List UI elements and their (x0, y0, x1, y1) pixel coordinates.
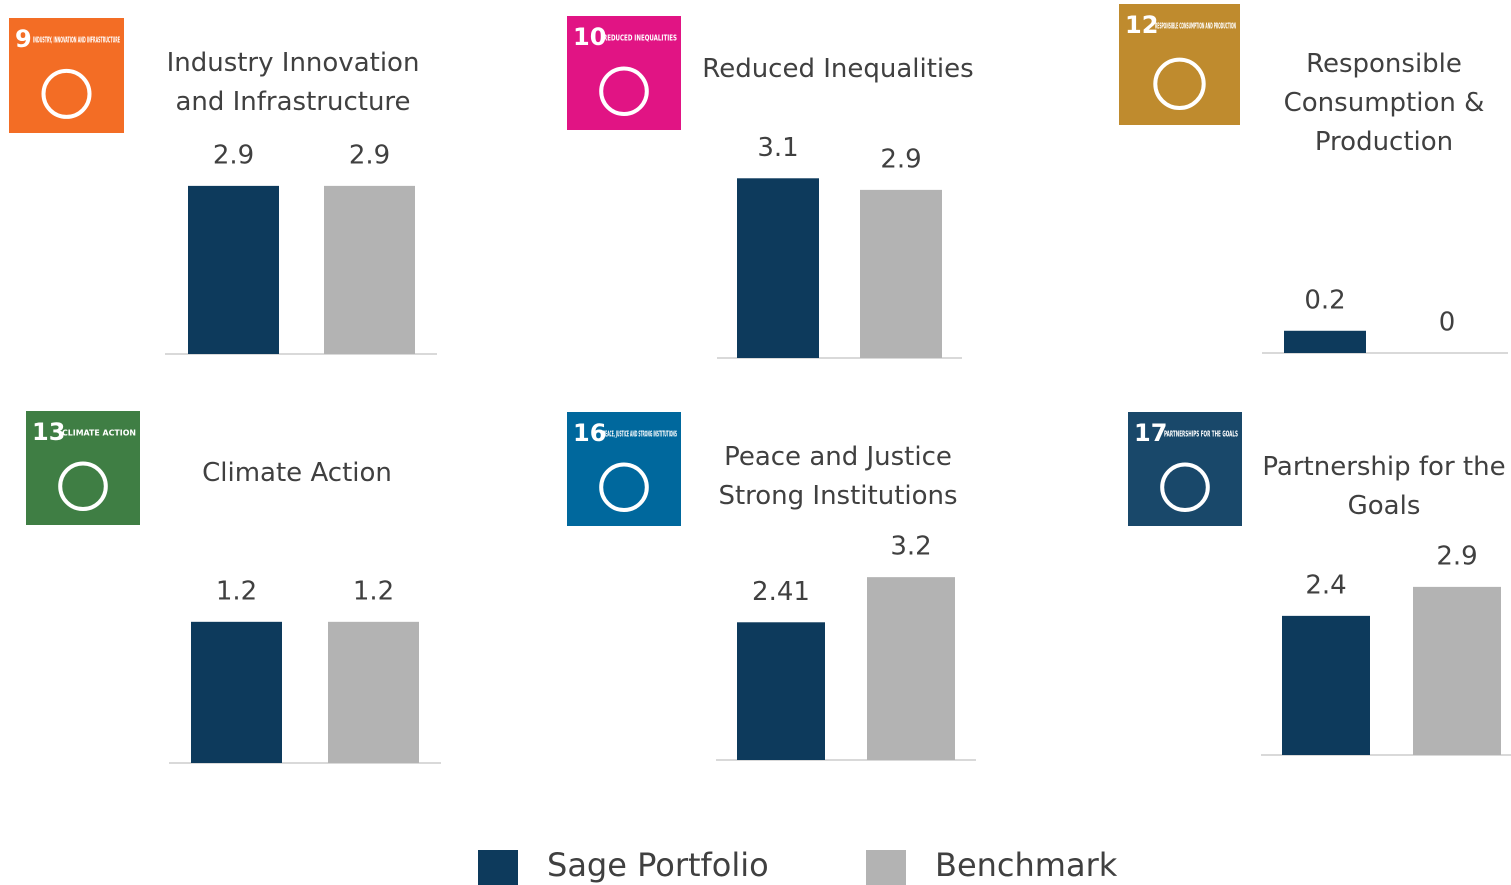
sdg-number: 12 (1125, 11, 1158, 39)
bar (1282, 615, 1370, 755)
value-label: 2.9 (1436, 541, 1477, 571)
chart-title: Peace and Justice Strong Institutions (718, 442, 958, 511)
sdg-label: REDUCED INEQUALITIES (603, 34, 677, 43)
sdg-pictogram (41, 68, 92, 119)
bar (1284, 330, 1366, 353)
value-label: 1.2 (353, 576, 394, 606)
bar (188, 185, 279, 354)
value-label: 3.1 (757, 133, 798, 163)
legend-swatch (866, 850, 906, 885)
sdg-icon (1128, 412, 1242, 526)
sdg-pictogram (58, 461, 108, 512)
legend-label: Benchmark (935, 846, 1118, 884)
sdg-number: 9 (15, 25, 32, 53)
value-label: 2.9 (349, 140, 390, 170)
sdg-label: CLIMATE ACTION (62, 429, 136, 438)
legend-label: Sage Portfolio (547, 846, 769, 884)
sdg-pictogram (1153, 57, 1206, 111)
sdg-pictogram (599, 66, 649, 117)
sdg-pictogram (599, 462, 649, 513)
chart-title: Climate Action (202, 458, 392, 488)
value-label: 2.41 (752, 577, 810, 607)
bar (191, 621, 282, 763)
sdg-label: PEACE, JUSTICE AND STRONG INSTITUTIONS (603, 430, 677, 439)
bar (328, 621, 419, 763)
sdg-icon (9, 18, 124, 133)
sdg-label: INDUSTRY, INNOVATION AND INFRASTRUCTURE (33, 36, 120, 45)
value-label: 2.4 (1305, 570, 1346, 600)
sdg-pictogram (1160, 462, 1210, 513)
bar (1413, 586, 1501, 755)
value-label: 2.9 (880, 144, 921, 174)
sdg-number: 13 (32, 418, 65, 446)
bar (737, 178, 819, 358)
sdg-number: 16 (573, 419, 606, 447)
bar (860, 189, 942, 358)
value-label: 3.2 (890, 532, 931, 562)
sdg-number: 17 (1134, 419, 1167, 447)
bar (324, 185, 415, 354)
sdg-label: PARTNERSHIPS FOR THE GOALS (1164, 430, 1238, 439)
sdg-icon (567, 412, 681, 526)
chart-title: Reduced Inequalities (702, 54, 974, 84)
legend-swatch (478, 850, 518, 885)
sdg-icon (1119, 4, 1240, 125)
bar (867, 577, 955, 760)
chart-title: Responsible Consumption & Production (1283, 49, 1485, 157)
sdg-icon (567, 16, 681, 130)
sdg-label: RESPONSIBLE CONSUMPTION AND PRODUCTION (1155, 22, 1236, 31)
value-label: 2.9 (213, 140, 254, 170)
value-label: 0 (1439, 308, 1456, 338)
value-label: 0.2 (1304, 285, 1345, 315)
bar (737, 622, 825, 760)
sdg-number: 10 (573, 23, 606, 51)
value-label: 1.2 (216, 576, 257, 606)
sdg-icon (26, 411, 140, 525)
chart-title: Partnership for the Goals (1262, 452, 1506, 521)
chart-title: Industry Innovation and Infrastructure (166, 48, 420, 117)
